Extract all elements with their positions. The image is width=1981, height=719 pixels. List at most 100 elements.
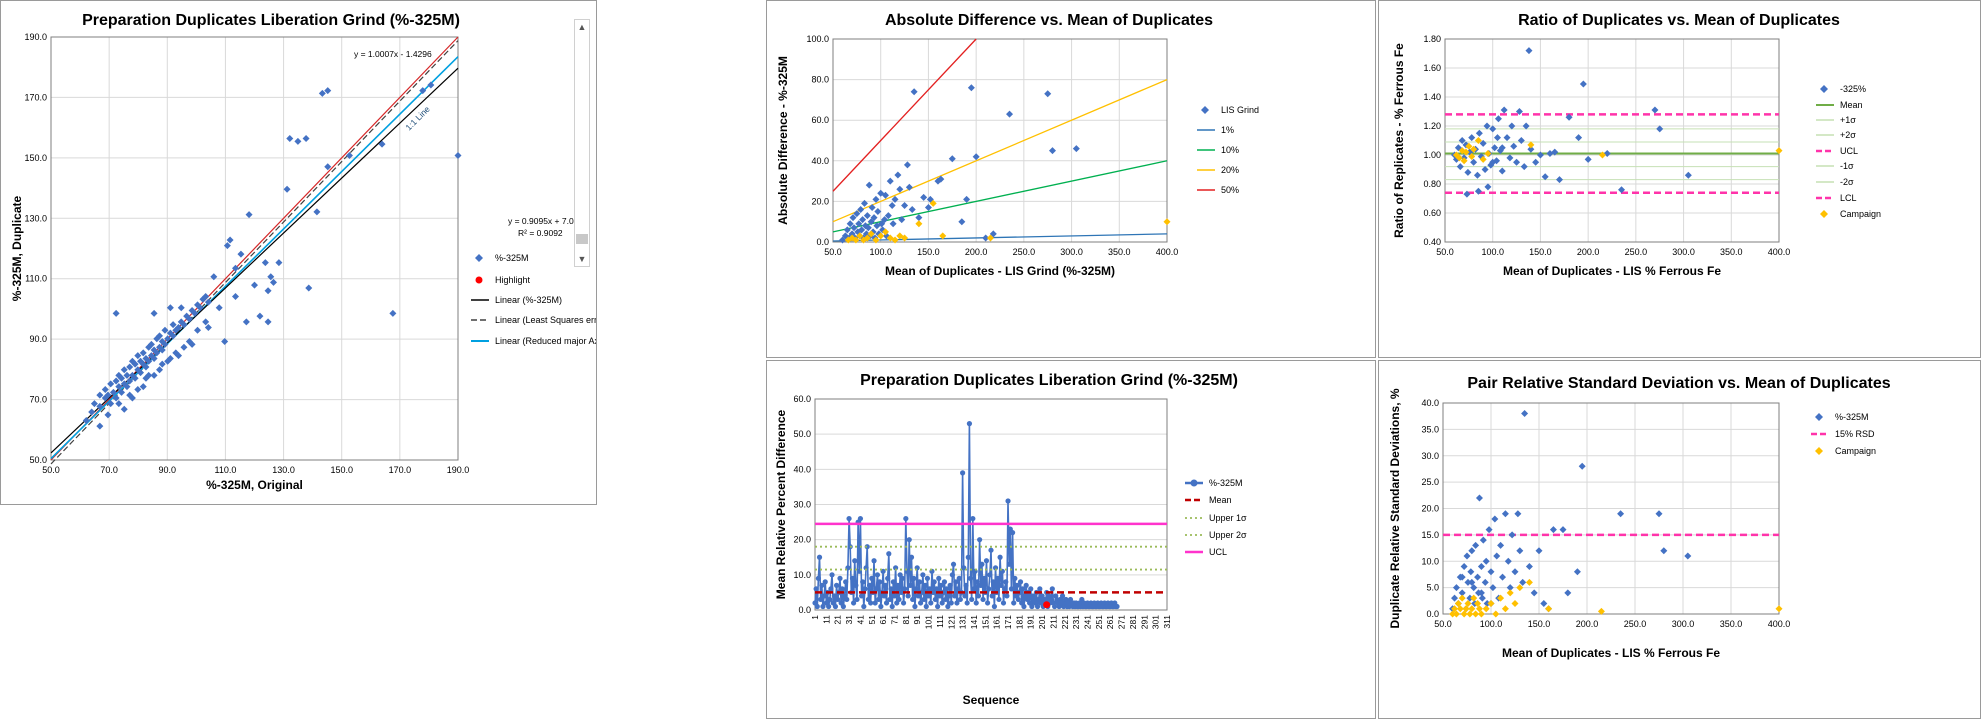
data-point — [1655, 510, 1663, 518]
data-point — [828, 586, 834, 592]
data-point — [1485, 526, 1493, 534]
legend-label: 10% — [1221, 145, 1239, 155]
data-point — [1559, 526, 1567, 534]
data-point — [264, 318, 272, 326]
data-point — [115, 400, 123, 408]
y-tick-label: 30.0 — [793, 500, 811, 510]
x-tick-label: 250.0 — [1624, 619, 1647, 629]
data-point — [1498, 144, 1506, 152]
data-point — [978, 582, 984, 588]
data-point — [1477, 589, 1485, 597]
data-point — [1044, 90, 1052, 98]
data-point — [905, 183, 913, 191]
data-point — [256, 312, 264, 320]
chart-preparation-duplicates-scatter: Preparation Duplicates Liberation Grind … — [10, 12, 596, 492]
data-point — [889, 220, 897, 228]
data-point — [175, 352, 183, 360]
x-tick-label: 150.0 — [1528, 619, 1551, 629]
data-point — [1460, 563, 1468, 571]
legend-marker — [1201, 106, 1209, 114]
x-tick-label: 250.0 — [1625, 247, 1648, 257]
data-point — [1463, 552, 1471, 560]
data-point — [955, 586, 961, 592]
y-axis-label: Duplicate Relative Standard Deviations, … — [1388, 388, 1402, 628]
y-tick-label: 190.0 — [24, 32, 47, 42]
campaign-point — [1470, 594, 1478, 602]
chart-title: Preparation Duplicates Liberation Grind … — [82, 12, 460, 29]
data-point — [1474, 573, 1482, 581]
data-point — [1517, 137, 1525, 144]
vertical-scrollbar[interactable]: ▲ ▼ — [574, 19, 590, 267]
data-point — [977, 537, 983, 543]
campaign-point — [901, 234, 909, 242]
data-point — [150, 371, 158, 379]
x-tick-label: 91 — [912, 615, 922, 625]
chart-panel-3: Ratio of Duplicates vs. Mean of Duplicat… — [1378, 0, 1981, 358]
x-tick-label: 200.0 — [1577, 247, 1600, 257]
data-point — [888, 586, 894, 592]
data-point — [952, 593, 958, 599]
data-point — [942, 596, 949, 603]
data-point — [924, 203, 932, 211]
data-point — [918, 600, 924, 606]
data-point — [161, 340, 169, 348]
data-point — [126, 377, 134, 385]
data-point — [956, 575, 962, 581]
data-point — [1482, 557, 1490, 565]
scroll-thumb[interactable] — [576, 234, 588, 244]
data-point — [844, 596, 850, 603]
x-axis-label: Sequence — [963, 693, 1020, 707]
chart-pair-relative-standard-deviation: Pair Relative Standard Deviation vs. Mea… — [1388, 375, 1891, 660]
legend-label: Campaign — [1840, 209, 1881, 219]
legend-marker — [1820, 210, 1828, 218]
data-point — [896, 596, 902, 603]
data-point — [903, 515, 909, 522]
x-tick-label: 101 — [924, 615, 934, 629]
data-point — [869, 575, 875, 581]
y-tick-label: 20.0 — [1421, 504, 1439, 514]
y-tick-label: 40.0 — [1421, 398, 1439, 408]
y-tick-label: 0.40 — [1423, 237, 1441, 247]
x-tick-label: 70.0 — [100, 465, 118, 475]
x-tick-label: 251 — [1094, 615, 1104, 629]
data-point — [313, 208, 321, 216]
legend-label: Highlight — [495, 275, 531, 285]
legend-label: Linear (%-325M) — [495, 295, 562, 305]
data-point — [971, 586, 977, 592]
data-point — [910, 88, 918, 96]
data-point — [1504, 557, 1512, 565]
campaign-point — [1487, 599, 1495, 607]
data-point — [970, 515, 976, 522]
data-point — [134, 352, 142, 360]
campaign-point — [1775, 147, 1783, 155]
campaign-point — [1458, 594, 1466, 602]
data-point — [873, 222, 881, 230]
data-point — [990, 579, 996, 585]
data-point — [1498, 167, 1506, 175]
data-point — [169, 332, 177, 340]
y-tick-label: 30.0 — [1421, 451, 1439, 461]
data-point — [242, 318, 250, 326]
plot-area — [1444, 38, 1780, 243]
x-tick-label: 161 — [992, 615, 1002, 629]
data-point — [378, 140, 386, 148]
scroll-down-arrow[interactable]: ▼ — [577, 254, 587, 264]
data-point — [975, 593, 982, 599]
data-point — [318, 89, 326, 97]
data-point — [1059, 593, 1066, 599]
data-point — [1578, 462, 1586, 470]
data-point — [101, 386, 109, 393]
data-point — [935, 603, 941, 610]
data-point — [815, 575, 822, 581]
legend-label: %-325M — [1835, 412, 1869, 422]
data-point — [1656, 125, 1664, 133]
data-point — [115, 383, 123, 391]
data-point — [166, 304, 174, 312]
data-point — [938, 582, 944, 588]
data-point — [870, 214, 878, 222]
data-point — [142, 363, 150, 371]
data-point — [1489, 584, 1497, 592]
data-point — [90, 400, 98, 408]
scroll-up-arrow[interactable]: ▲ — [577, 22, 587, 32]
campaign-point — [1484, 150, 1492, 158]
